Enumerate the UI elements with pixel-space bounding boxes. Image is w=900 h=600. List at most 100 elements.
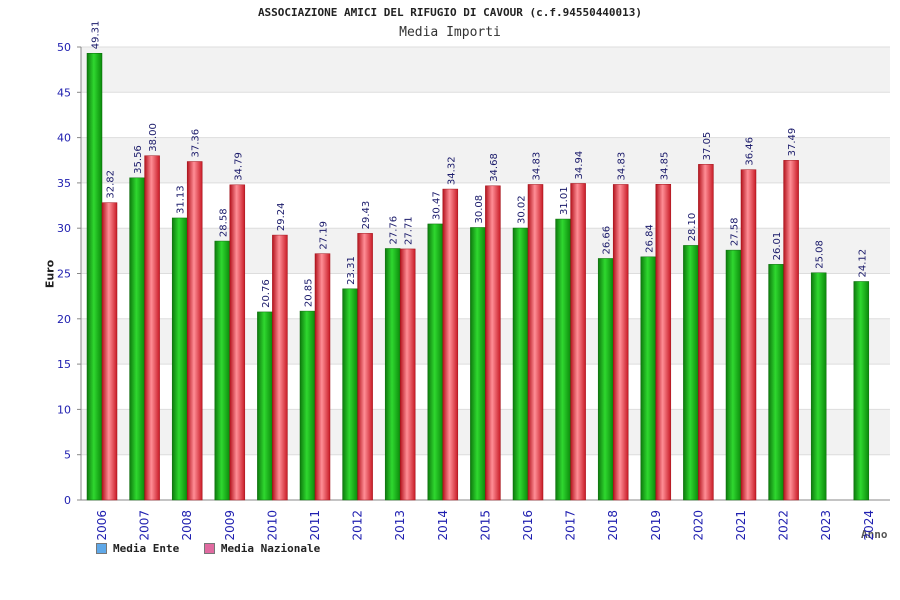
x-tick-label: 2018 [606,510,620,541]
bar-media-ente-2011 [299,310,316,501]
x-tick-label: 2007 [138,510,152,541]
grid-band [81,47,890,93]
bar-media-nazionale-2020 [698,164,714,501]
legend-item-media-nazionale: Media Nazionale [203,542,321,555]
bar-media-nazionale-2012 [357,233,373,501]
y-tick-label: 20 [57,313,71,326]
bar-value-label: 20.76 [261,279,272,308]
bar-value-label: 28.10 [687,213,698,242]
bar-value-label: 32.82 [106,170,117,199]
x-tick-label: 2008 [180,510,194,541]
bar-media-ente-2018 [597,258,614,501]
bar-media-nazionale-2006 [101,202,118,501]
bar-media-ente-2016 [512,227,529,501]
bar-media-ente-2006 [86,53,103,501]
legend-swatch-media-nazionale [203,543,215,554]
bar-media-nazionale-2009 [229,184,246,501]
bar-media-ente-2010 [257,311,273,501]
y-tick-label: 10 [57,403,71,416]
bar-media-nazionale-2022 [783,160,799,501]
bar-value-label: 26.01 [772,232,783,261]
bar-media-ente-2020 [683,245,699,501]
y-tick-label: 15 [57,358,71,371]
y-tick-label: 25 [57,268,71,281]
bar-value-label: 28.58 [218,208,229,237]
bar-value-label: 31.13 [176,185,187,214]
bar-value-label: 29.24 [276,202,287,231]
bar-value-label: 34.94 [574,151,585,180]
x-tick-label: 2022 [777,510,791,541]
legend-label-media-nazionale: Media Nazionale [220,542,321,555]
bar-value-label: 27.58 [730,217,741,246]
bar-media-ente-2015 [470,227,486,501]
bar-media-nazionale-2019 [655,184,672,501]
x-tick-label: 2021 [734,510,748,541]
y-tick-label: 5 [64,449,71,462]
bar-media-nazionale-2021 [740,169,757,501]
bar-value-label: 20.85 [304,278,315,307]
chart-title: ASSOCIAZIONE AMICI DEL RIFUGIO DI CAVOUR… [257,6,643,19]
bar-media-ente-2023 [810,272,827,501]
bar-media-nazionale-2018 [612,184,629,501]
bar-media-ente-2012 [342,288,358,501]
bar-media-nazionale-2017 [570,183,586,501]
y-tick-label: 35 [57,177,71,190]
bar-value-label: 27.71 [404,216,415,245]
bar-value-label: 37.49 [787,128,798,157]
legend-swatch-media-ente [96,543,107,554]
x-tick-label: 2017 [564,510,578,541]
bar-value-label: 34.83 [532,152,543,181]
y-tick-label: 30 [57,222,71,235]
bar-media-nazionale-2008 [186,161,203,501]
x-tick-label: 2023 [819,510,833,541]
x-tick-label: 2024 [862,510,876,541]
bar-media-ente-2008 [171,217,188,501]
bar-media-ente-2014 [427,223,444,501]
bar-value-label: 27.19 [319,221,330,250]
bar-value-label: 23.31 [346,256,357,285]
bar-media-ente-2019 [640,256,657,501]
x-tick-label: 2015 [478,510,492,541]
y-tick-label: 40 [57,132,71,145]
x-tick-label: 2012 [351,510,365,541]
chart-subtitle: Media Importi [399,25,501,40]
bar-value-label: 30.47 [431,191,442,220]
bar-value-label: 31.01 [559,186,570,215]
bar-value-label: 36.46 [745,137,756,166]
bar-value-label: 26.66 [602,226,613,255]
bar-value-label: 34.85 [659,152,670,181]
bar-media-nazionale-2007 [144,155,160,501]
bar-media-ente-2017 [555,218,571,501]
bar-value-label: 24.12 [857,249,868,278]
bar-media-nazionale-2011 [314,253,331,501]
bar-media-nazionale-2016 [527,184,544,501]
bar-value-label: 34.32 [446,156,457,185]
bar-media-ente-2024 [853,281,870,501]
x-axis-title: Anno [861,528,888,541]
legend-label-media-ente: Media Ente [113,542,180,555]
bar-value-label: 34.68 [489,153,500,182]
y-tick-label: 50 [57,41,71,54]
bar-value-label: 35.56 [133,145,144,174]
legend: Media Ente Media Nazionale [96,542,338,557]
x-tick-label: 2019 [649,510,663,541]
bar-value-label: 30.02 [517,195,528,224]
x-tick-label: 2010 [265,510,279,541]
y-tick-label: 0 [64,494,71,507]
bar-media-ente-2013 [384,248,401,501]
bar-value-label: 38.00 [148,123,159,152]
y-tick-label: 45 [57,86,71,99]
bar-media-nazionale-2014 [442,188,459,501]
bar-media-nazionale-2010 [272,234,288,501]
bar-value-label: 37.36 [191,129,202,158]
x-tick-label: 2013 [393,510,407,541]
bar-media-ente-2022 [768,264,784,501]
bar-value-label: 34.83 [617,152,628,181]
x-tick-label: 2014 [436,510,450,541]
bar-value-label: 29.43 [361,201,372,230]
bar-media-ente-2009 [214,240,231,501]
bar-value-label: 27.76 [389,216,400,245]
x-tick-label: 2011 [308,510,322,541]
